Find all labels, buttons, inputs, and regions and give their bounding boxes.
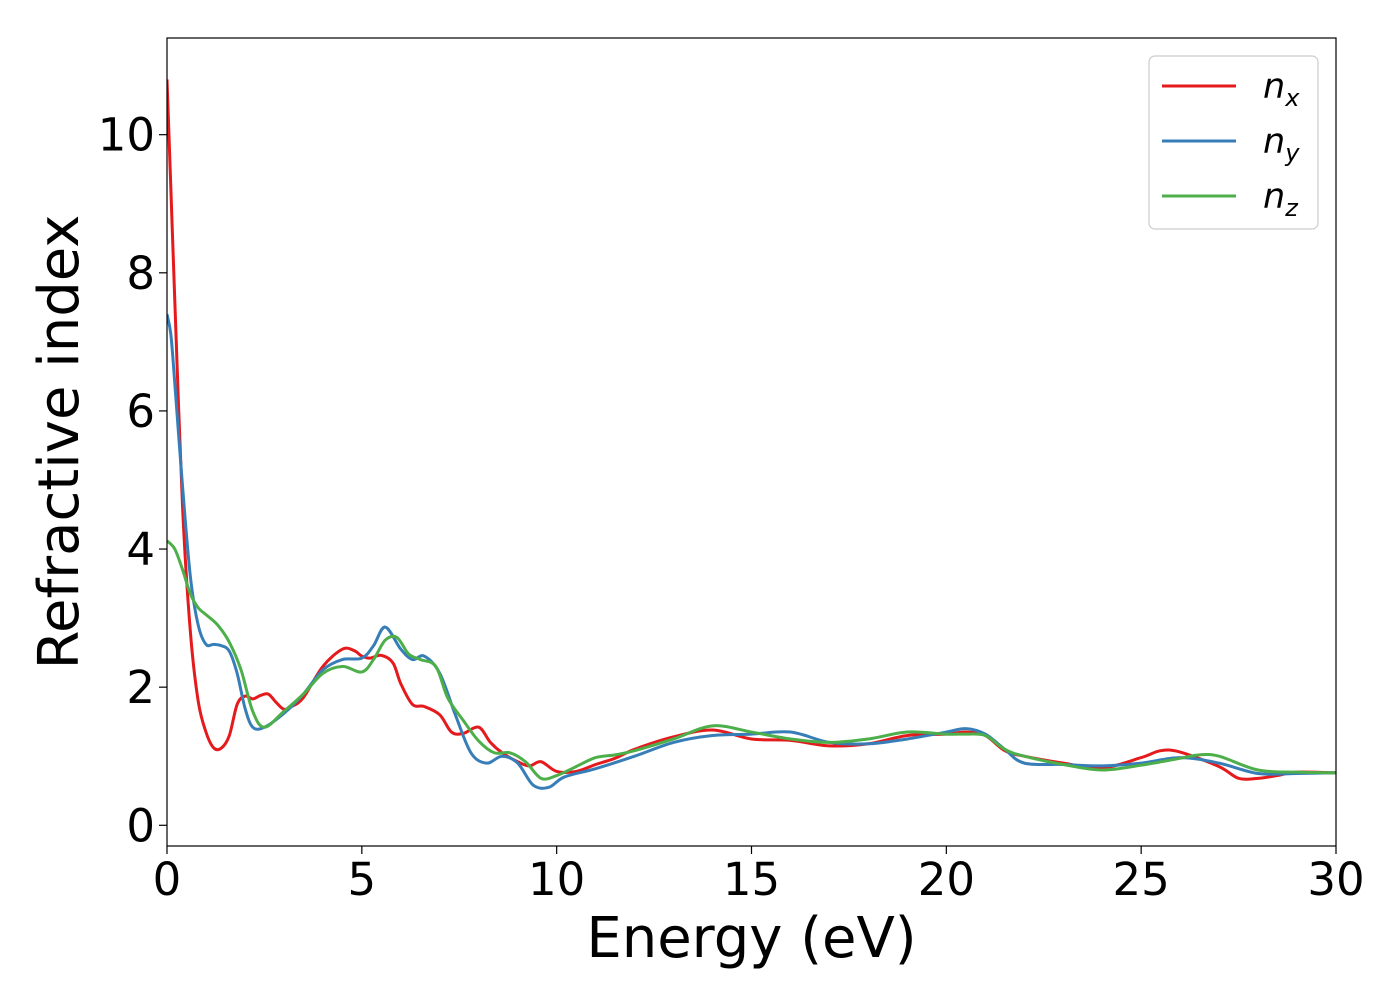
legend-label-nx: nx: [1263, 67, 1300, 112]
x-axis-label: Energy (eV): [586, 906, 916, 971]
x-tick-label: 0: [153, 853, 182, 906]
y-tick-label: 2: [126, 661, 155, 714]
series-line-ny: [167, 313, 1336, 790]
plot-lines: [167, 79, 1336, 790]
x-tick-label: 10: [528, 853, 585, 906]
y-tick-label: 8: [126, 247, 155, 300]
x-tick-label: 5: [348, 853, 377, 906]
y-axis-ticks: 0 2 4 6 8 10: [98, 109, 167, 852]
y-tick-label: 10: [98, 109, 155, 162]
x-tick-label: 25: [1113, 853, 1170, 906]
y-tick-label: 0: [126, 799, 155, 852]
x-tick-label: 15: [723, 853, 780, 906]
x-tick-label: 30: [1307, 853, 1364, 906]
series-line-nz: [167, 539, 1336, 781]
x-tick-label: 20: [918, 853, 975, 906]
x-axis-ticks: 0 5 10 15 20 25 30: [153, 846, 1365, 906]
legend-label-nz: nz: [1263, 177, 1299, 222]
y-axis-label: Refractive index: [27, 215, 92, 670]
y-tick-label: 4: [126, 523, 155, 576]
legend-label-ny: ny: [1263, 122, 1300, 167]
legend: nx ny nz: [1148, 55, 1319, 230]
y-tick-label: 6: [126, 385, 155, 438]
